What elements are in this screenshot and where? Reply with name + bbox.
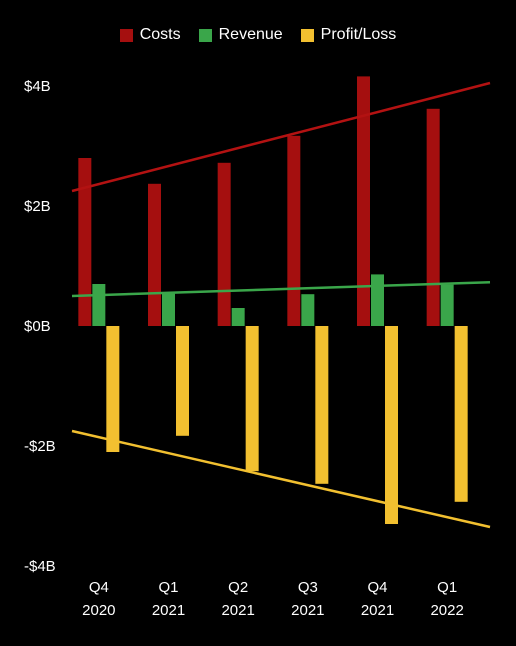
bar-revenue (162, 293, 175, 326)
x-tick-label: Q1 (437, 579, 457, 596)
bar-revenue (301, 294, 315, 326)
legend: Costs Revenue Profit/Loss (0, 26, 516, 44)
legend-item-costs[interactable]: Costs (119, 26, 181, 44)
bar-costs (148, 183, 161, 326)
bar-costs (357, 76, 370, 327)
bar-costs (78, 158, 92, 326)
bar-profit-loss (176, 326, 189, 436)
trendline-revenue (71, 280, 491, 298)
legend-swatch-revenue (198, 28, 212, 42)
bar-revenue (92, 284, 106, 326)
x-tick-label: 2021 (152, 602, 185, 619)
x-tick-label: Q4 (367, 579, 387, 596)
bar-costs (287, 135, 301, 326)
bar-revenue (440, 284, 454, 326)
x-tick-label: 2021 (221, 602, 254, 619)
legend-item-profit-loss[interactable]: Profit/Loss (300, 26, 397, 44)
x-tick-label: 2020 (82, 602, 115, 619)
legend-label-costs: Costs (139, 26, 181, 43)
bar-costs (217, 162, 231, 326)
x-tick-label: Q1 (158, 579, 178, 596)
y-tick-label: -$4B (24, 558, 56, 575)
x-tick-label: 2021 (291, 602, 324, 619)
bar-profit-loss (106, 326, 120, 452)
y-tick-label: -$2B (24, 438, 56, 455)
trendline-profit-loss (71, 429, 491, 529)
y-tick-label: $4B (24, 78, 51, 95)
x-tick-label: 2021 (361, 602, 394, 619)
legend-item-revenue[interactable]: Revenue (198, 26, 283, 44)
x-tick-label: Q3 (298, 579, 318, 596)
y-tick-label: $2B (24, 198, 51, 215)
bar-costs (426, 108, 440, 326)
legend-label-profit-loss: Profit/Loss (320, 26, 397, 43)
bar-profit-loss (454, 326, 468, 502)
bar-revenue (231, 308, 245, 326)
x-tick-label: 2022 (430, 602, 463, 619)
legend-swatch-profit-loss (300, 28, 314, 42)
x-tick-label: Q2 (228, 579, 248, 596)
trendline-costs (71, 81, 491, 193)
legend-label-revenue: Revenue (218, 26, 283, 43)
bar-profit-loss (315, 326, 329, 484)
bar-profit-loss (385, 326, 398, 524)
bar-profit-loss (245, 326, 259, 472)
legend-swatch-costs (119, 28, 133, 42)
y-tick-label: $0B (24, 318, 51, 335)
x-tick-label: Q4 (89, 579, 109, 596)
bar-revenue (371, 274, 384, 326)
